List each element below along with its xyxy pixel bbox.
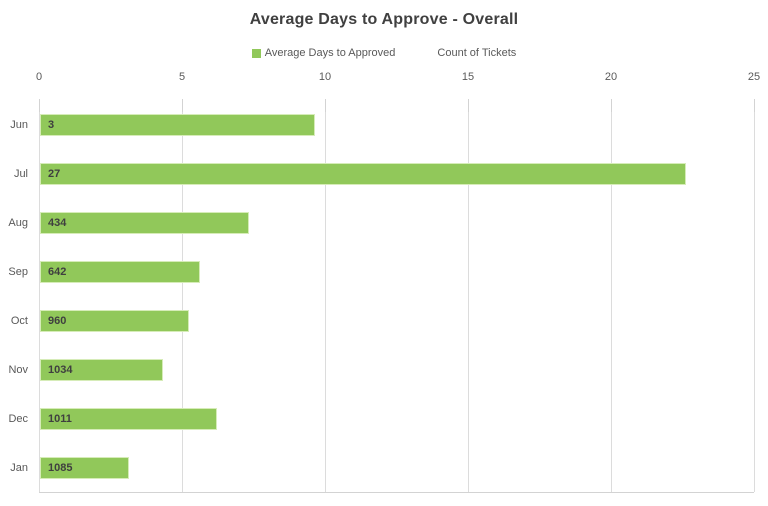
- legend-item-count-of-tickets[interactable]: Count of Tickets: [437, 47, 516, 59]
- vertical-gridline: [39, 112, 40, 492]
- x-axis-tick-label: 15: [461, 71, 475, 83]
- x-axis-tick-label: 25: [747, 71, 761, 83]
- bar-count-label: 434: [48, 217, 67, 229]
- vertical-gridline: [754, 112, 755, 492]
- x-axis-tick-mark: [468, 99, 469, 112]
- vertical-gridline: [182, 112, 183, 492]
- bar-count-label: 960: [48, 315, 67, 327]
- x-axis-tick-mark: [325, 99, 326, 112]
- chart-title: Average Days to Approve - Overall: [249, 11, 519, 28]
- x-axis-tick-label: 5: [178, 71, 186, 83]
- y-axis-category-label: Jul: [13, 168, 28, 180]
- legend-item-average-days[interactable]: Average Days to Approved: [251, 47, 396, 59]
- vertical-gridline: [468, 112, 469, 492]
- x-axis-tick-label: 10: [318, 71, 332, 83]
- y-axis-category-label: Jan: [10, 462, 28, 474]
- x-axis-tick-label: 0: [35, 71, 43, 83]
- x-axis-tick-mark: [182, 99, 183, 112]
- bar-count-label: 1011: [48, 413, 72, 425]
- x-axis-tick-mark: [611, 99, 612, 112]
- legend-label-count-of-tickets: Count of Tickets: [437, 47, 517, 59]
- bar-count-label: 642: [48, 266, 67, 278]
- legend-label-average-days: Average Days to Approved: [264, 47, 396, 59]
- bar-dec[interactable]: [40, 408, 218, 430]
- x-axis-tick-mark: [754, 99, 755, 112]
- x-axis-tick-label: 20: [604, 71, 618, 83]
- vertical-gridline: [611, 112, 612, 492]
- y-axis-category-label: Sep: [8, 266, 28, 278]
- bar-count-label: 27: [48, 168, 61, 180]
- bar-nov[interactable]: [40, 359, 163, 381]
- bar-count-label: 1085: [48, 462, 73, 474]
- bar-count-label: 1034: [48, 364, 73, 376]
- bar-jun[interactable]: [40, 114, 315, 136]
- bar-jul[interactable]: [40, 163, 687, 185]
- bar-oct[interactable]: [40, 310, 189, 332]
- bar-count-label: 3: [48, 119, 55, 131]
- y-axis-category-label: Oct: [10, 315, 28, 327]
- y-axis-category-label: Nov: [8, 364, 28, 376]
- y-axis-category-label: Jun: [10, 119, 28, 131]
- y-axis-category-label: Aug: [8, 217, 28, 229]
- legend-swatch-green: [251, 48, 261, 58]
- x-axis-baseline: [39, 492, 754, 493]
- bar-aug[interactable]: [40, 212, 249, 234]
- bar-sep[interactable]: [40, 261, 201, 283]
- bar-jan[interactable]: [40, 457, 129, 479]
- y-axis-category-label: Dec: [8, 413, 28, 425]
- legend: Average Days to Approved Count of Ticket…: [0, 47, 768, 59]
- vertical-gridline: [325, 112, 326, 492]
- x-axis-tick-mark: [39, 99, 40, 112]
